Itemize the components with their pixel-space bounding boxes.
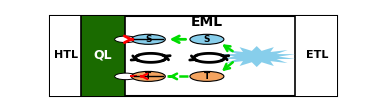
- Text: EML: EML: [191, 15, 223, 29]
- Circle shape: [131, 71, 165, 81]
- Circle shape: [190, 71, 224, 81]
- Circle shape: [115, 73, 137, 80]
- Text: T: T: [204, 72, 210, 81]
- Circle shape: [190, 34, 224, 44]
- Bar: [81, 16, 125, 96]
- Text: ETL: ETL: [307, 50, 329, 60]
- Text: S: S: [204, 35, 210, 44]
- Text: T: T: [145, 72, 152, 81]
- Text: S: S: [145, 35, 152, 44]
- Text: HTL: HTL: [54, 50, 78, 60]
- Polygon shape: [218, 46, 295, 67]
- Text: QL: QL: [94, 48, 112, 61]
- Bar: [50, 16, 81, 96]
- Circle shape: [115, 36, 137, 43]
- Bar: [295, 16, 337, 96]
- Circle shape: [131, 34, 165, 44]
